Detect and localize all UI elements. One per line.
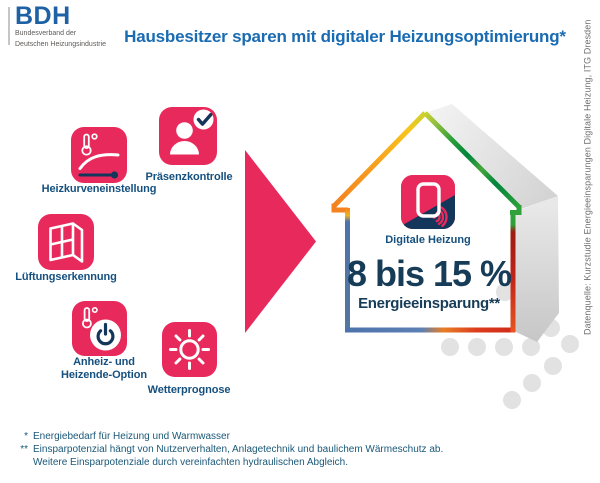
savings-value: 8 bis 15 % (346, 253, 512, 294)
footnote-marker: ** (20, 444, 28, 455)
savings-caption: Energieeinsparung** (358, 295, 500, 312)
house-outline-graphic (331, 104, 559, 342)
footnote: * Energiebedarf für Heizung und Warmwass… (10, 430, 585, 443)
footnote-text: Energiebedarf für Heizung und Warmwasser (33, 431, 230, 442)
device-label: Digitale Heizung (385, 234, 471, 246)
logo-subtitle-line2: Deutschen Heizungsindustrie (15, 40, 107, 48)
arrow-icon (245, 150, 316, 333)
dot (523, 374, 541, 392)
heating-curve-icon (71, 127, 127, 183)
footnotes: * Energiebedarf für Heizung und Warmwass… (10, 430, 585, 469)
feature-label: Wetterprognose (147, 384, 231, 396)
logo-acronym: BDH (15, 2, 71, 30)
footnote-marker: * (24, 431, 28, 442)
logo-subtitle-line1: Bundesverband der (15, 30, 77, 37)
feature-label: Anheiz- und Heizende-Option (61, 356, 147, 381)
feature-label: Heizkurveneinstellung (41, 183, 157, 195)
presence-check-icon (159, 107, 217, 165)
dot (503, 391, 521, 409)
page-title: Hausbesitzer sparen mit digitaler Heizun… (124, 27, 566, 46)
power-thermometer-icon (72, 301, 127, 356)
smart-heating-phone-icon (401, 175, 455, 229)
footnote: ** Einsparpotenzial hängt von Nutzerverh… (10, 443, 585, 469)
footnote-text: Weitere Einsparpotenziale durch vereinfa… (33, 457, 349, 468)
open-window-icon (38, 214, 94, 270)
feature-label: Lüftungserkennung (15, 271, 117, 283)
feature-label: Präsenzkontrolle (145, 171, 233, 183)
bdh-logo: BDH Bundesverband der Deutschen Heizungs… (8, 2, 107, 49)
sun-icon (162, 322, 217, 377)
footnote-text: Einsparpotenzial hängt von Nutzerverhalt… (33, 444, 444, 455)
logo-divider (8, 7, 10, 45)
